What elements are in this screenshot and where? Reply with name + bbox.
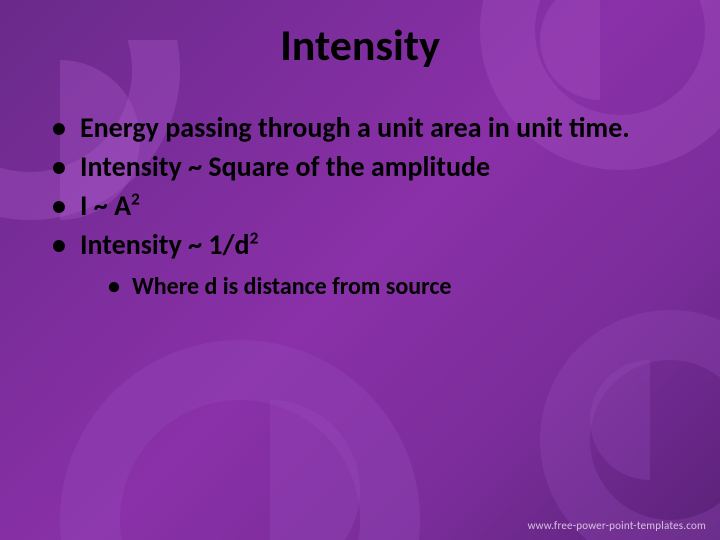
swirl-decoration xyxy=(60,340,420,540)
footer-attribution: www.free-power-point-templates.com xyxy=(528,519,706,532)
slide: Intensity Energy passing through a unit … xyxy=(0,0,720,540)
superscript: 2 xyxy=(131,188,140,210)
bullet-text: Intensity ~ Square of the amplitude xyxy=(80,149,490,184)
bullet-text: Energy passing through a unit area in un… xyxy=(80,110,630,145)
swirl-decoration xyxy=(540,310,720,540)
bullet-item: Intensity ~ Square of the amplitude xyxy=(52,149,680,184)
swirl-decoration xyxy=(180,400,360,540)
superscript: 2 xyxy=(250,227,259,249)
slide-body: Energy passing through a unit area in un… xyxy=(52,110,680,306)
slide-title: Intensity xyxy=(0,18,720,72)
bullet-text: Intensity ~ 1/d xyxy=(80,227,250,262)
swirl-decoration xyxy=(590,360,710,480)
bullet-item: Intensity ~ 1/d2 Where d is distance fro… xyxy=(52,227,680,302)
bullet-text: I ~ A xyxy=(80,188,131,223)
sub-bullet-item: Where d is distance from source xyxy=(108,272,680,302)
bullet-item: I ~ A2 xyxy=(52,188,680,223)
bullet-item: Energy passing through a unit area in un… xyxy=(52,110,680,145)
sub-bullet-text: Where d is distance from source xyxy=(132,272,451,301)
